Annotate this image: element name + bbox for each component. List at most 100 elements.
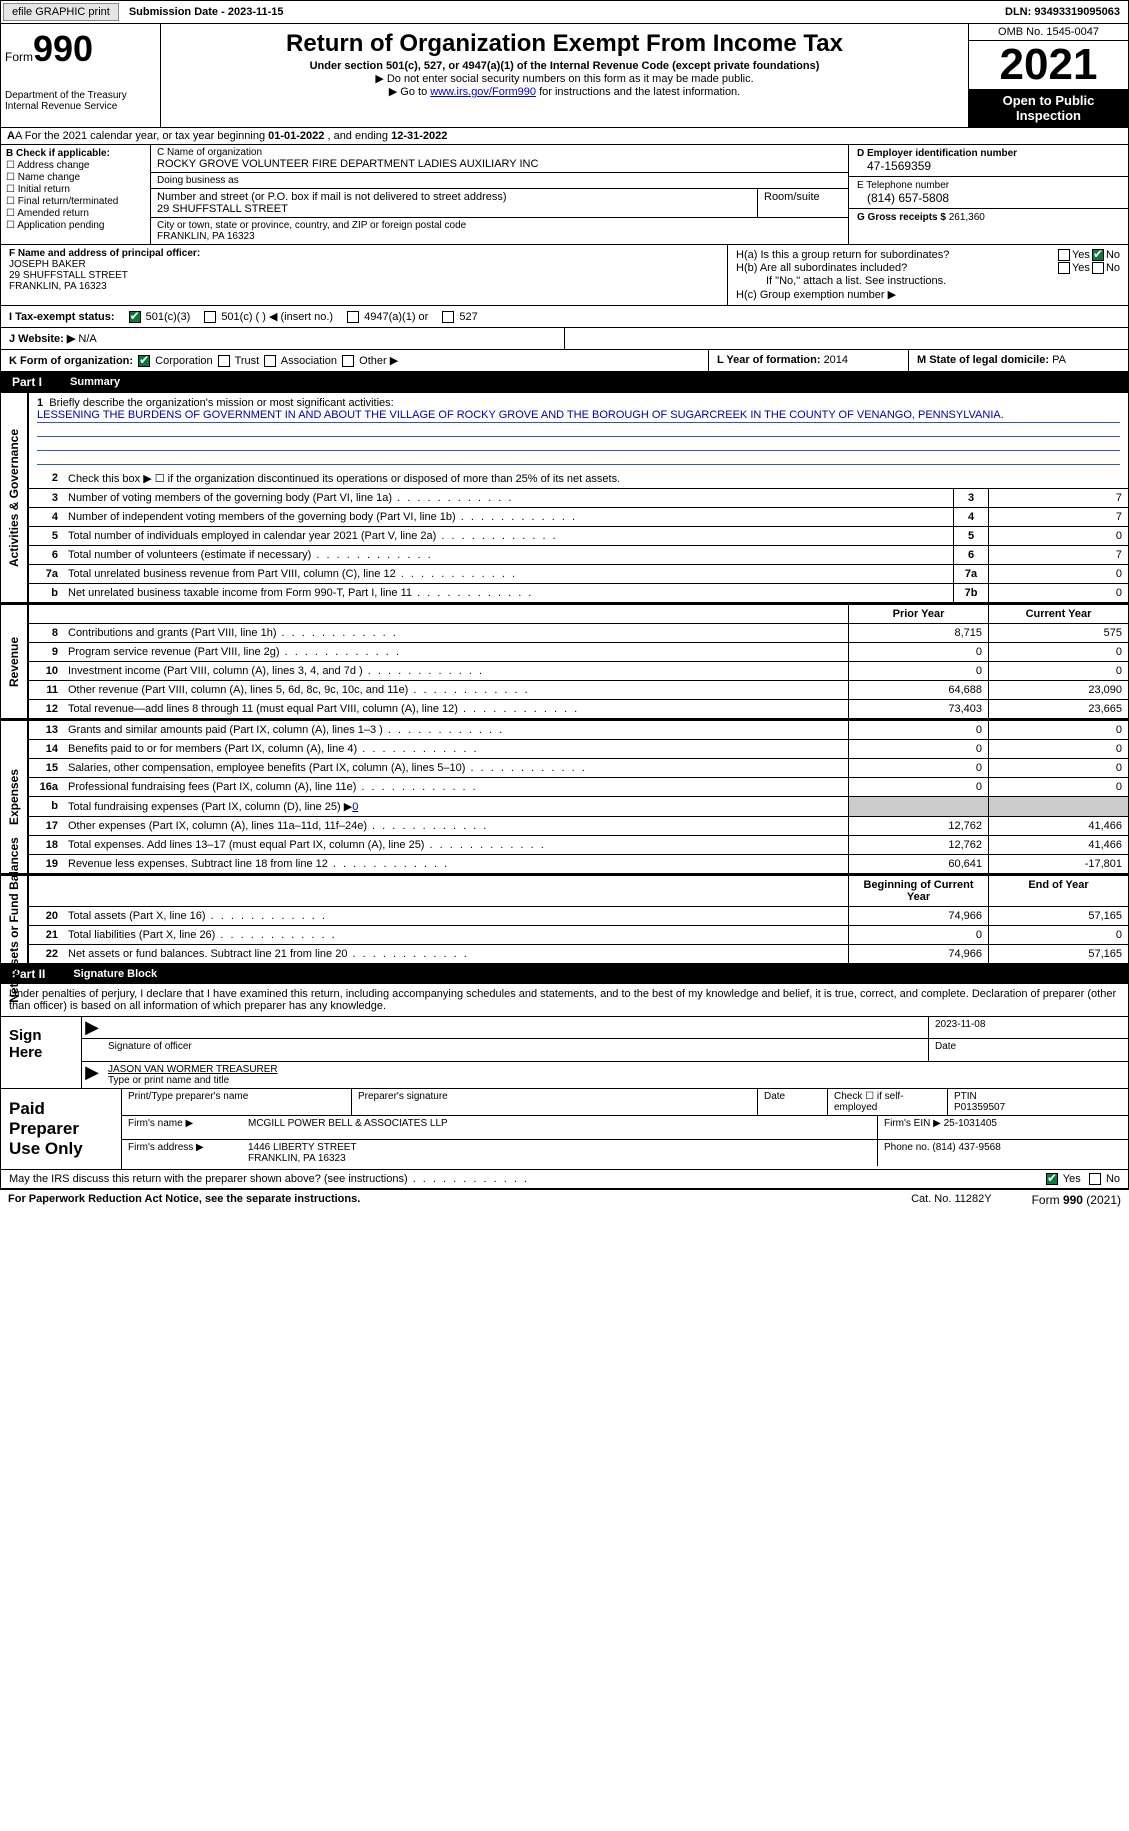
header-right: OMB No. 1545-0047 2021 Open to Public In…: [968, 24, 1128, 127]
phone-label: E Telephone number: [857, 180, 1120, 191]
table-row: 9Program service revenue (Part VIII, lin…: [29, 643, 1128, 662]
hc-line: H(c) Group exemption number ▶: [736, 288, 1120, 301]
status-4947[interactable]: 4947(a)(1) or: [345, 311, 428, 323]
status-501c3[interactable]: 501(c)(3): [127, 311, 191, 323]
signer-name-label: Type or print name and title: [108, 1075, 1122, 1086]
table-row: 11Other revenue (Part VIII, column (A), …: [29, 681, 1128, 700]
irs-link[interactable]: www.irs.gov/Form990: [430, 86, 536, 98]
hb-note: If "No," attach a list. See instructions…: [736, 275, 1120, 287]
table-row: 12Total revenue—add lines 8 through 11 (…: [29, 700, 1128, 718]
discuss-no[interactable]: No: [1087, 1173, 1120, 1185]
col-c-org: C Name of organization ROCKY GROVE VOLUN…: [151, 145, 848, 244]
sig-date: 2023-11-08: [928, 1017, 1128, 1038]
sig-officer-label: Signature of officer: [102, 1039, 928, 1061]
prep-header-row: Print/Type preparer's name Preparer's si…: [122, 1089, 1128, 1116]
table-row: 13Grants and similar amounts paid (Part …: [29, 721, 1128, 740]
discuss-yes[interactable]: Yes: [1044, 1173, 1081, 1185]
part1-title: Summary: [58, 373, 132, 391]
preparer-block: Paid Preparer Use Only Print/Type prepar…: [0, 1089, 1129, 1170]
phone-cell: E Telephone number (814) 657-5808: [849, 177, 1128, 209]
part1-header: Part I Summary: [0, 372, 1129, 392]
firm-name-label: Firm's name ▶: [122, 1116, 242, 1139]
arrow-icon: ▶: [82, 1062, 102, 1088]
street-label: Number and street (or P.O. box if mail i…: [157, 191, 751, 203]
website-cell: J Website: ▶ N/A: [1, 328, 565, 349]
header-left: Form990 Department of the Treasury Inter…: [1, 24, 161, 127]
status-527[interactable]: 527: [440, 311, 477, 323]
gross-value: 261,360: [949, 212, 985, 223]
open-inspection: Open to Public Inspection: [969, 89, 1128, 127]
sig-date-row: ▶ 2023-11-08: [82, 1017, 1128, 1039]
hb-no[interactable]: [1092, 262, 1104, 274]
part2-header: Part II Signature Block: [0, 964, 1129, 984]
prep-check-label: Check ☐ if self-employed: [828, 1089, 948, 1115]
chk-name[interactable]: ☐ Name change: [6, 172, 145, 183]
prep-ptin-cell: PTINP01359507: [948, 1089, 1128, 1115]
gross-cell: G Gross receipts $ 261,360: [849, 209, 1128, 226]
table-row: 15Salaries, other compensation, employee…: [29, 759, 1128, 778]
rev-section: Revenue Prior YearCurrent Year 8Contribu…: [0, 603, 1129, 719]
col-f-officer: F Name and address of principal officer:…: [1, 245, 728, 305]
org-trust[interactable]: Trust: [216, 355, 260, 367]
org-assoc[interactable]: Association: [262, 355, 337, 367]
arrow-icon: ▶: [82, 1017, 102, 1038]
footer-center: Cat. No. 11282Y: [911, 1193, 992, 1207]
form-org-cell: K Form of organization: Corporation Trus…: [1, 350, 708, 371]
table-row: 3Number of voting members of the governi…: [29, 489, 1128, 508]
chk-amended[interactable]: ☐ Amended return: [6, 208, 145, 219]
chk-initial[interactable]: ☐ Initial return: [6, 184, 145, 195]
org-name: ROCKY GROVE VOLUNTEER FIRE DEPARTMENT LA…: [157, 158, 842, 170]
org-corp[interactable]: Corporation: [136, 355, 213, 367]
form-note2: ▶ Go to www.irs.gov/Form990 for instruct…: [169, 85, 960, 98]
sig-label-row: Signature of officer Date: [82, 1039, 1128, 1061]
sig-name-row: ▶ JASON VAN WORMER TREASURER Type or pri…: [82, 1061, 1128, 1088]
org-name-cell: C Name of organization ROCKY GROVE VOLUN…: [151, 145, 848, 173]
chk-final[interactable]: ☐ Final return/terminated: [6, 196, 145, 207]
form-note1: ▶ Do not enter social security numbers o…: [169, 72, 960, 85]
firm-ein: Firm's EIN ▶ 25-1031405: [878, 1116, 1128, 1139]
row-k: K Form of organization: Corporation Trus…: [0, 350, 1129, 372]
part1-num: Part I: [0, 372, 54, 392]
org-other[interactable]: Other ▶: [340, 355, 398, 367]
form-number: Form990: [5, 28, 156, 70]
chk-pending[interactable]: ☐ Application pending: [6, 220, 145, 231]
tax-year: 2021: [969, 41, 1128, 89]
line-2: 2Check this box ▶ ☐ if the organization …: [29, 469, 1128, 489]
firm-name: MCGILL POWER BELL & ASSOCIATES LLP: [242, 1116, 878, 1139]
rev-header: Prior YearCurrent Year: [29, 605, 1128, 624]
table-row: 5Total number of individuals employed in…: [29, 527, 1128, 546]
preparer-label: Paid Preparer Use Only: [1, 1089, 121, 1169]
table-row: 17Other expenses (Part IX, column (A), l…: [29, 817, 1128, 836]
prep-name-label: Print/Type preparer's name: [122, 1089, 352, 1115]
header-center: Return of Organization Exempt From Incom…: [161, 24, 968, 127]
table-row: 22Net assets or fund balances. Subtract …: [29, 945, 1128, 963]
table-row: 20Total assets (Part X, line 16)74,96657…: [29, 907, 1128, 926]
gov-section: Activities & Governance 1 Briefly descri…: [0, 392, 1129, 603]
ein-value: 47-1569359: [857, 159, 1120, 173]
table-row: 7aTotal unrelated business revenue from …: [29, 565, 1128, 584]
chk-address[interactable]: ☐ Address change: [6, 160, 145, 171]
hb-yes[interactable]: [1058, 262, 1070, 274]
table-row: 8Contributions and grants (Part VIII, li…: [29, 624, 1128, 643]
ha-yes[interactable]: [1058, 249, 1070, 261]
discuss-row: May the IRS discuss this return with the…: [0, 1170, 1129, 1189]
table-row: 16aProfessional fundraising fees (Part I…: [29, 778, 1128, 797]
row-a-period: AA For the 2021 calendar year, or tax ye…: [0, 127, 1129, 145]
mission-block: 1 Briefly describe the organization's mi…: [29, 393, 1128, 469]
tax-status-row: I Tax-exempt status: 501(c)(3) 501(c) ( …: [0, 306, 1129, 328]
sig-declaration: Under penalties of perjury, I declare th…: [0, 984, 1129, 1017]
table-row: 19Revenue less expenses. Subtract line 1…: [29, 855, 1128, 873]
phone-value: (814) 657-5808: [857, 191, 1120, 205]
discuss-question: May the IRS discuss this return with the…: [9, 1173, 1044, 1185]
net-section: Net Assets or Fund Balances Beginning of…: [0, 874, 1129, 964]
topbar: efile GRAPHIC print Submission Date - 20…: [0, 0, 1129, 24]
status-501c[interactable]: 501(c) ( ) ◀ (insert no.): [202, 310, 333, 323]
gross-label: G Gross receipts $: [857, 212, 949, 223]
street-value: 29 SHUFFSTALL STREET: [157, 203, 751, 215]
efile-button[interactable]: efile GRAPHIC print: [3, 3, 119, 21]
vlabel-net: Net Assets or Fund Balances: [1, 876, 29, 963]
room-label: Room/suite: [758, 189, 848, 217]
firm-addr-row: Firm's address ▶ 1446 LIBERTY STREET FRA…: [122, 1140, 1128, 1166]
table-row: 4Number of independent voting members of…: [29, 508, 1128, 527]
ha-no[interactable]: [1092, 249, 1104, 261]
